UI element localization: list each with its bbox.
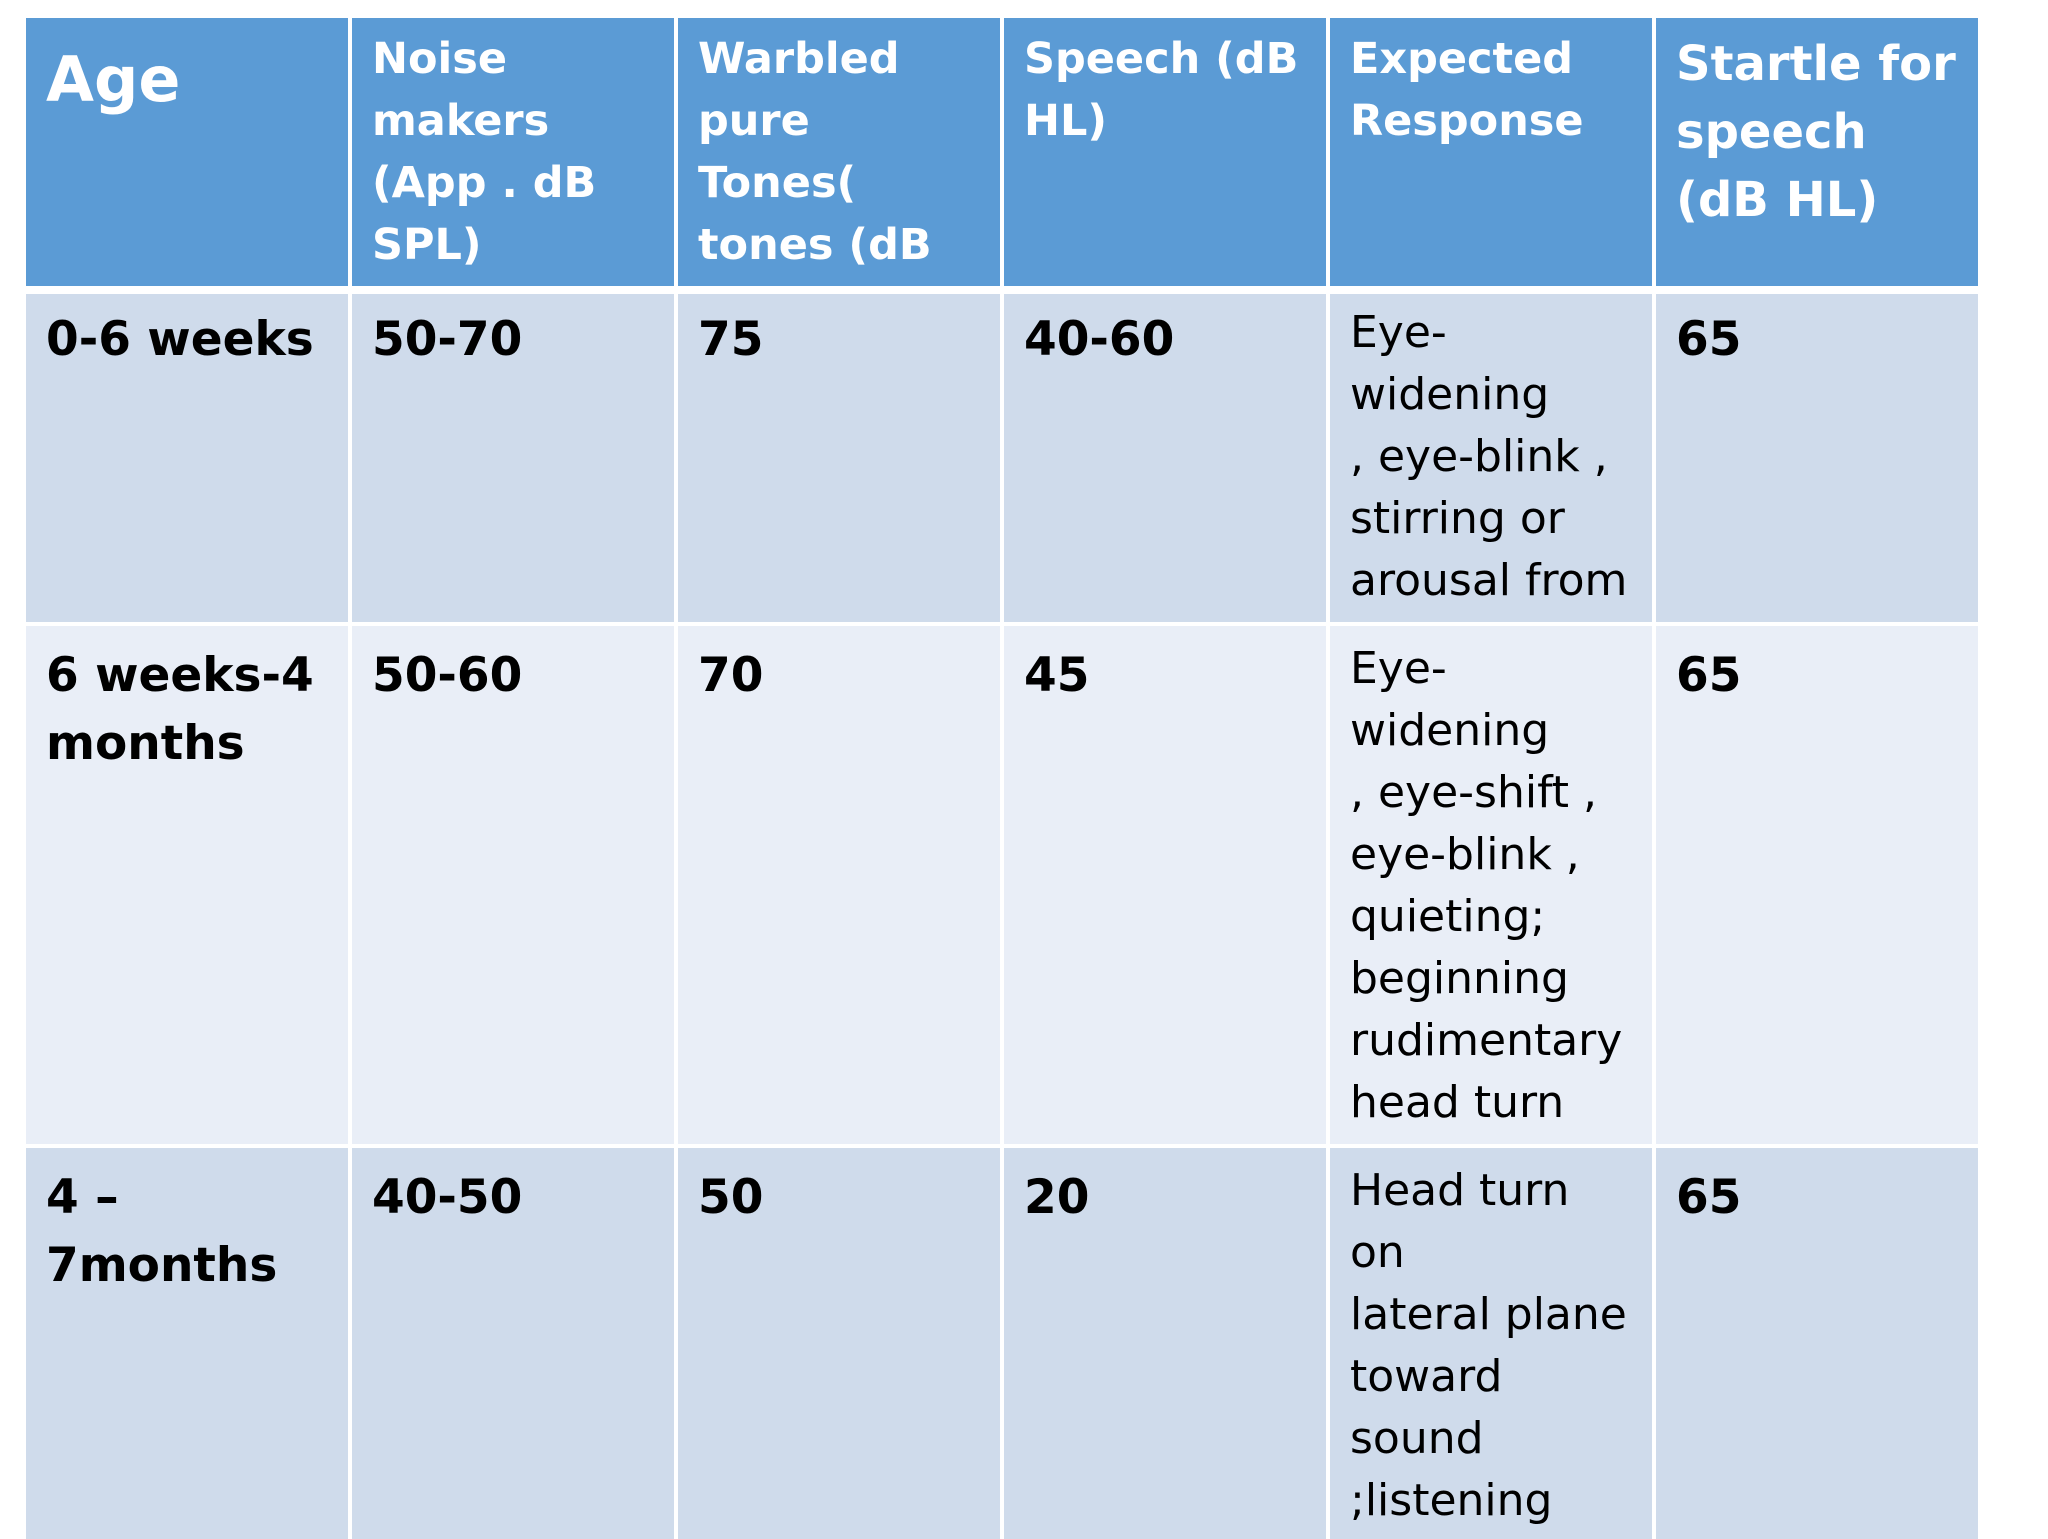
row3-age: 4 – 7months	[26, 1148, 348, 1539]
row1-warbled: 75	[678, 290, 1000, 622]
row2-age: 6 weeks-4 months	[26, 626, 348, 1144]
header-startle: Startle for speech (dB HL)	[1656, 18, 1978, 286]
header-speech: Speech (dB HL)	[1004, 18, 1326, 286]
row1-startle: 65	[1656, 290, 1978, 622]
header-expected-response: Expected Response	[1330, 18, 1652, 286]
row2-speech: 45	[1004, 626, 1326, 1144]
row3-speech: 20	[1004, 1148, 1326, 1539]
row2-noise: 50-60	[352, 626, 674, 1144]
header-warbled-tones: Warbled pure Tones( tones (dB Hl)	[678, 18, 1000, 286]
row1-response: Eye-widening , eye-blink , stirring or a…	[1330, 290, 1652, 622]
row1-speech: 40-60	[1004, 290, 1326, 622]
row3-response: Head turn on lateral plane toward sound …	[1330, 1148, 1652, 1539]
row3-noise: 40-50	[352, 1148, 674, 1539]
row2-startle: 65	[1656, 626, 1978, 1144]
row1-age: 0-6 weeks	[26, 290, 348, 622]
header-separator	[26, 286, 1978, 294]
hearing-response-table: Age Noise makers (App . dB SPL) Warbled …	[26, 18, 1978, 1539]
row3-startle: 65	[1656, 1148, 1978, 1539]
header-age: Age	[26, 18, 348, 286]
row3-warbled: 50	[678, 1148, 1000, 1539]
row2-response: Eye-widening , eye-shift , eye-blink , q…	[1330, 626, 1652, 1144]
row1-noise: 50-70	[352, 290, 674, 622]
row2-warbled: 70	[678, 626, 1000, 1144]
header-noise-makers: Noise makers (App . dB SPL)	[352, 18, 674, 286]
